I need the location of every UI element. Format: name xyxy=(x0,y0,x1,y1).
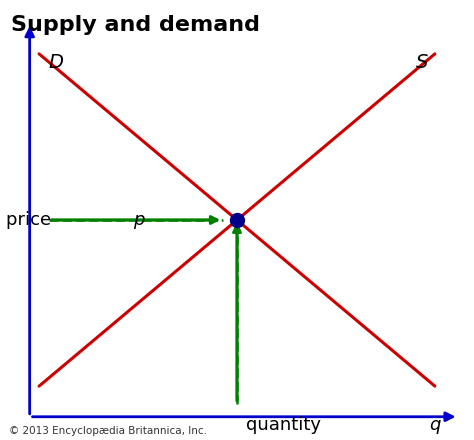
Text: p: p xyxy=(133,211,145,229)
Text: S: S xyxy=(416,53,428,72)
Text: D: D xyxy=(48,53,64,72)
Text: Supply and demand: Supply and demand xyxy=(11,15,260,34)
Text: © 2013 Encyclopædia Britannica, Inc.: © 2013 Encyclopædia Britannica, Inc. xyxy=(9,425,208,436)
Text: q: q xyxy=(429,416,440,434)
Point xyxy=(233,216,241,224)
Text: price: price xyxy=(6,211,57,229)
Text: quantity: quantity xyxy=(246,416,327,434)
